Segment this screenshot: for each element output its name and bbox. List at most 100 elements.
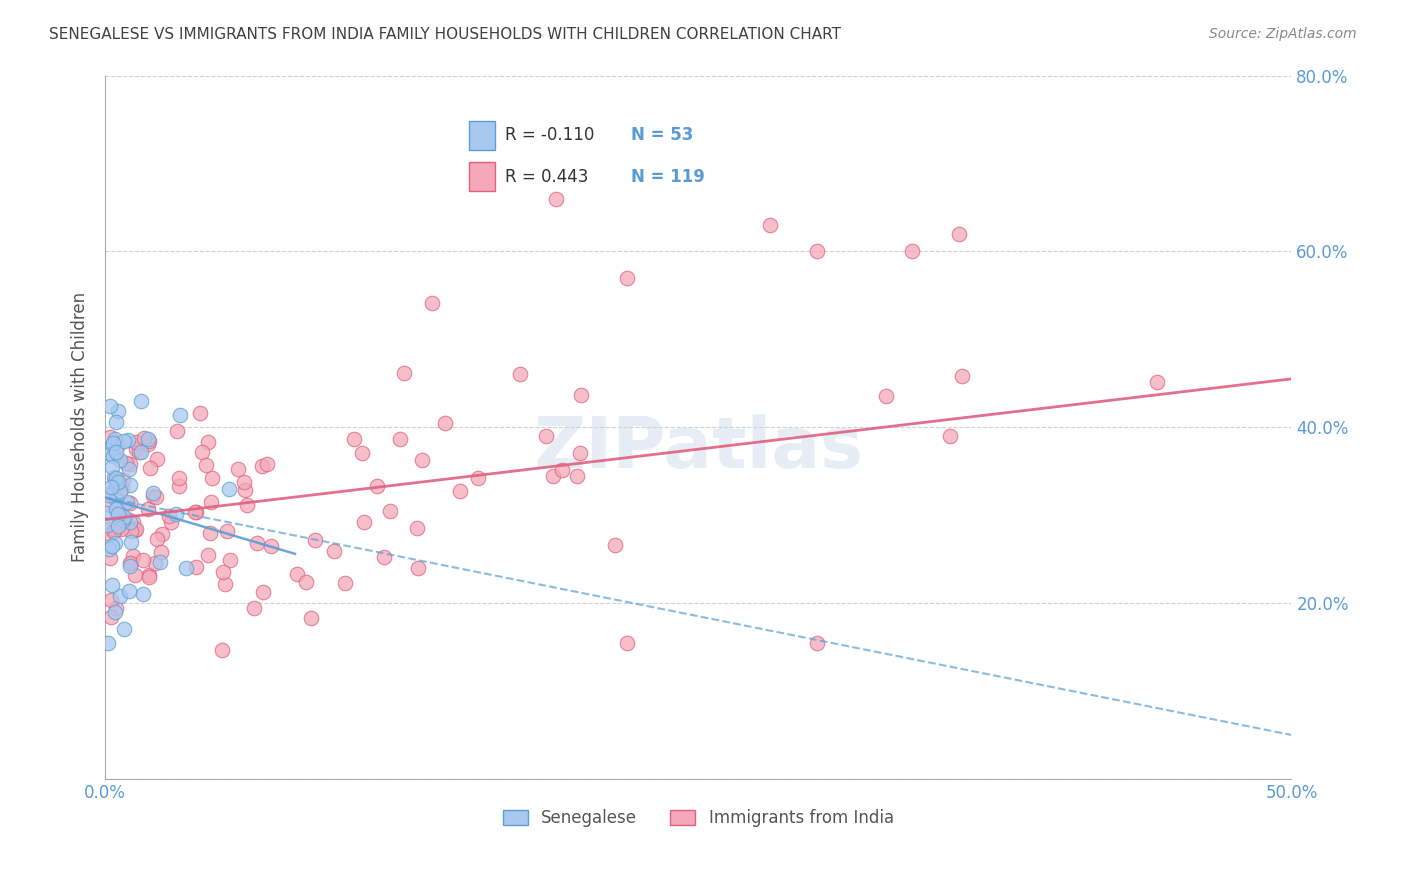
Point	[250, 459, 273, 474]
Point	[950, 369, 973, 384]
Point	[103, 470, 125, 484]
Point	[343, 432, 366, 446]
Point	[118, 515, 141, 529]
Point	[165, 507, 187, 521]
Point	[139, 460, 162, 475]
Point	[114, 456, 136, 470]
Point	[214, 577, 236, 591]
Point	[567, 468, 589, 483]
Point	[366, 479, 388, 493]
Point	[406, 521, 429, 535]
Point	[134, 431, 156, 445]
Point	[378, 503, 401, 517]
Point	[901, 244, 924, 259]
Point	[198, 526, 221, 541]
Point	[420, 296, 443, 310]
Point	[98, 522, 121, 536]
Point	[98, 498, 121, 512]
Point	[100, 593, 122, 607]
Point	[197, 434, 219, 449]
Point	[146, 533, 169, 547]
Point	[105, 600, 128, 615]
Point	[112, 434, 135, 448]
Point	[118, 583, 141, 598]
Point	[124, 567, 146, 582]
Text: Source: ZipAtlas.com: Source: ZipAtlas.com	[1209, 27, 1357, 41]
Point	[120, 534, 142, 549]
Point	[107, 519, 129, 533]
Point	[101, 539, 124, 553]
Point	[104, 501, 127, 516]
Point	[98, 550, 121, 565]
Point	[605, 538, 627, 552]
Point	[104, 605, 127, 619]
Point	[433, 416, 456, 430]
Point	[136, 432, 159, 446]
Point	[108, 484, 131, 499]
Point	[132, 587, 155, 601]
Point	[100, 609, 122, 624]
Point	[212, 565, 235, 579]
Point	[218, 482, 240, 496]
Point	[184, 505, 207, 519]
Point	[103, 523, 125, 537]
Point	[96, 517, 118, 532]
Point	[143, 556, 166, 570]
Point	[411, 453, 433, 467]
Point	[157, 509, 180, 524]
Point	[544, 192, 567, 206]
Text: SENEGALESE VS IMMIGRANTS FROM INDIA FAMILY HOUSEHOLDS WITH CHILDREN CORRELATION : SENEGALESE VS IMMIGRANTS FROM INDIA FAMI…	[49, 27, 841, 42]
Point	[295, 574, 318, 589]
Point	[107, 403, 129, 417]
Point	[110, 523, 132, 537]
Point	[169, 408, 191, 422]
Point	[191, 444, 214, 458]
Point	[117, 434, 139, 448]
Point	[125, 442, 148, 456]
Point	[118, 556, 141, 570]
Point	[194, 458, 217, 472]
Point	[166, 424, 188, 438]
Point	[373, 550, 395, 565]
Point	[299, 611, 322, 625]
Point	[190, 406, 212, 420]
Point	[150, 527, 173, 541]
Point	[246, 536, 269, 550]
Point	[98, 447, 121, 461]
Point	[129, 394, 152, 409]
Point	[101, 435, 124, 450]
Point	[256, 457, 278, 471]
Point	[118, 477, 141, 491]
Point	[758, 218, 780, 232]
Point	[322, 544, 344, 558]
Point	[117, 513, 139, 527]
Point	[467, 471, 489, 485]
Point	[105, 491, 128, 506]
Point	[112, 623, 135, 637]
Point	[875, 389, 897, 403]
Point	[233, 483, 256, 498]
Point	[120, 524, 142, 538]
Point	[392, 366, 415, 380]
Point	[103, 524, 125, 538]
Point	[104, 433, 127, 447]
Point	[110, 589, 132, 603]
Point	[939, 429, 962, 443]
Point	[388, 432, 411, 446]
Point	[98, 486, 121, 500]
Point	[104, 473, 127, 487]
Point	[304, 533, 326, 548]
Point	[146, 452, 169, 467]
Point	[103, 449, 125, 463]
Point	[1146, 375, 1168, 389]
Point	[120, 557, 142, 571]
Point	[948, 227, 970, 241]
Point	[125, 522, 148, 536]
Point	[260, 539, 283, 553]
Point	[98, 399, 121, 413]
Point	[97, 488, 120, 502]
Point	[226, 462, 249, 476]
Point	[142, 486, 165, 500]
Point	[100, 438, 122, 452]
Point	[184, 559, 207, 574]
